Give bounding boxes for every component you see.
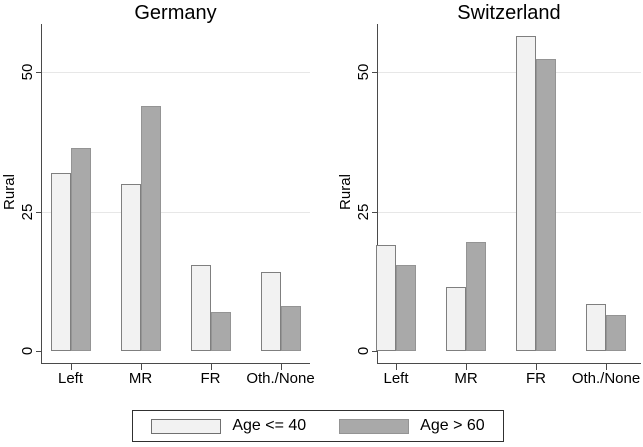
panel-germany: Germany Rural 0 25 50 Left MR FR Oth./None [0,0,321,400]
x-tick-Oth./None [280,363,282,370]
bar-age-lte-40-MR [446,286,466,351]
bar-age-gt-60-Oth./None [606,314,626,351]
y-tick-label-50: 50 [19,64,36,81]
y-axis-label-switzerland: Rural [337,174,354,210]
x-axis-line [377,362,641,364]
panel-switzerland: Switzerland Rural 0 25 50 Left MR FR Oth./None [321,0,643,400]
bar-age-gt-60-FR [536,58,556,351]
bar-age-lte-40-Oth./None [260,271,281,351]
gridline-25 [41,211,310,213]
gridline-50 [41,72,310,74]
category-label-FR: FR [526,369,546,387]
x-tick-MR [140,363,142,370]
y-tick-label-50: 50 [355,64,372,81]
category-label-Left: Left [383,369,409,387]
x-tick-MR [466,363,467,370]
y-tick-0 [372,351,377,352]
y-axis-line [377,24,378,363]
category-label-MR: MR [454,369,478,387]
y-axis-label-germany: Rural [1,174,18,210]
gridline-25 [377,211,641,213]
bar-age-gt-60-MR [466,242,486,351]
bar-age-lte-40-Left [376,245,396,351]
x-tick-FR [210,363,212,370]
y-tick-label-0: 0 [19,346,36,356]
y-tick-0 [36,351,41,352]
legend-label-age-lte-40: Age <= 40 [232,417,307,434]
legend-swatch-dark [339,418,410,434]
y-tick-50 [36,72,41,74]
legend-label-age-gt-60: Age > 60 [420,417,485,434]
legend-entry-age-gt-60: Age > 60 [339,417,485,435]
x-tick-FR [536,363,537,370]
y-tick-label-25: 25 [19,203,36,221]
bar-age-gt-60-FR [210,312,231,351]
y-tick-label-25: 25 [355,203,372,221]
x-tick-Left [396,363,397,370]
x-axis-line [41,362,310,364]
y-axis-line [41,24,42,363]
y-tick-25 [36,211,41,213]
y-tick-label-0: 0 [355,346,372,356]
category-label-Oth./None: Oth./None [571,369,641,387]
legend-box: Age <= 40 Age > 60 [132,410,504,442]
bar-age-lte-40-FR [516,36,536,351]
bar-age-gt-60-Left [396,264,416,351]
panel-title-switzerland: Switzerland [457,2,561,24]
y-tick-50 [372,72,377,74]
panel-title-germany: Germany [134,2,217,24]
legend-entry-age-lte-40: Age <= 40 [151,417,306,435]
x-tick-Left [70,363,72,370]
category-label-FR: FR [200,369,221,387]
bar-age-gt-60-Oth./None [280,306,301,351]
legend-swatch-light [151,418,222,434]
bar-age-lte-40-FR [190,264,211,351]
bar-age-gt-60-Left [70,147,91,351]
bar-age-gt-60-MR [140,105,161,351]
y-tick-25 [372,211,377,213]
category-label-Left: Left [57,369,84,387]
category-label-Oth./None: Oth./None [246,369,315,387]
bar-age-lte-40-Oth./None [586,303,606,351]
x-tick-Oth./None [606,363,607,370]
bar-age-lte-40-Left [50,172,71,351]
gridline-50 [377,72,641,74]
category-label-MR: MR [128,369,153,387]
bar-age-lte-40-MR [120,183,141,351]
